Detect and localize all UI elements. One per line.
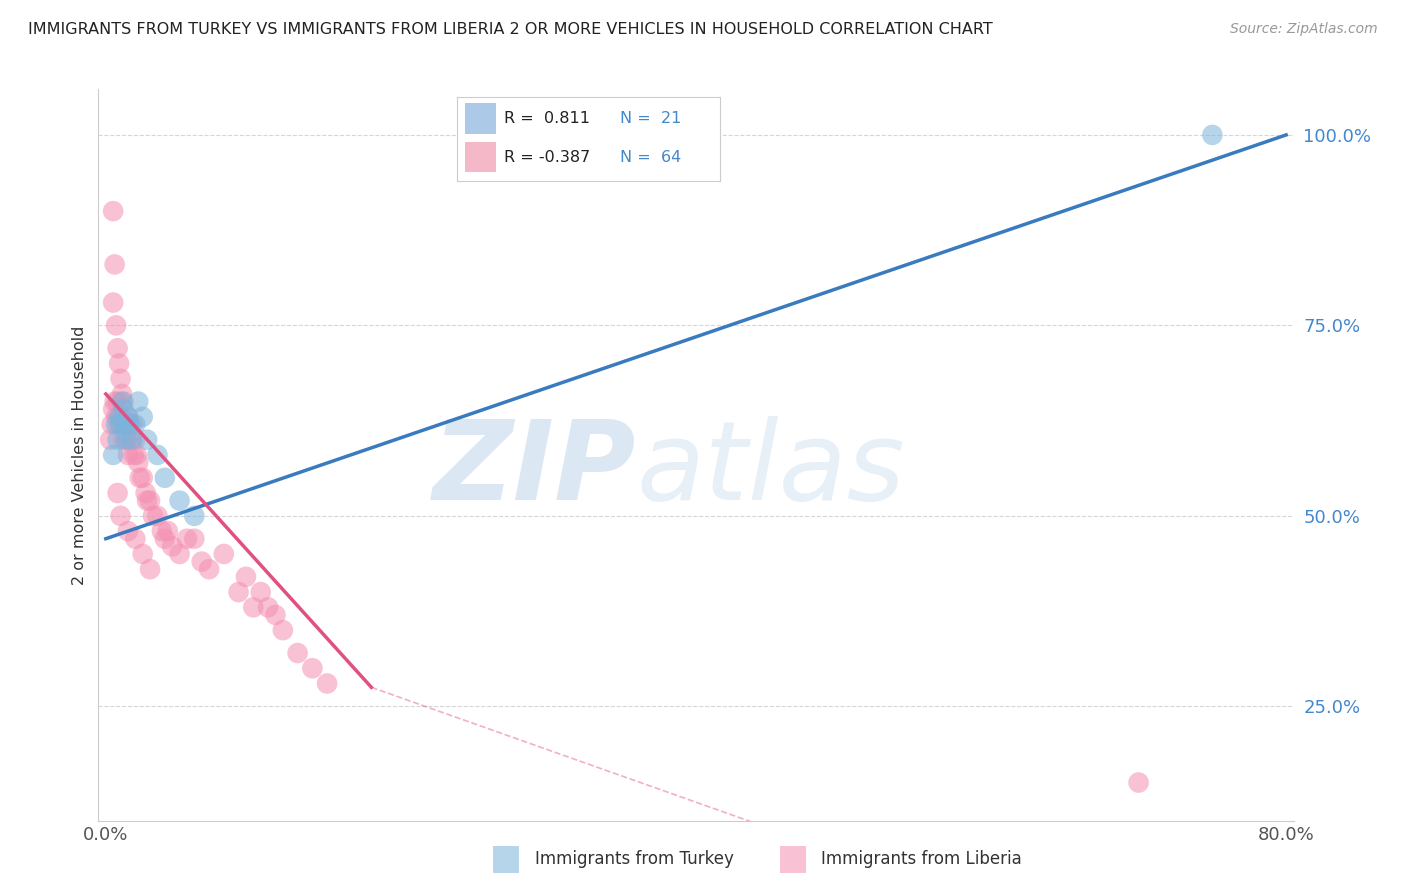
Point	[112, 402, 135, 417]
Point	[131, 547, 153, 561]
Point	[120, 433, 142, 447]
Point	[127, 456, 149, 470]
Point	[112, 433, 135, 447]
Text: Source: ZipAtlas.com: Source: ZipAtlas.com	[1230, 22, 1378, 37]
Point	[117, 409, 139, 424]
Point	[169, 547, 191, 561]
Point	[98, 433, 121, 447]
Point	[111, 394, 134, 409]
Point	[212, 547, 235, 561]
Point	[139, 562, 162, 576]
Point	[101, 402, 124, 417]
Point	[104, 394, 127, 409]
Y-axis label: 2 or more Vehicles in Household: 2 or more Vehicles in Household	[72, 326, 87, 584]
Point	[107, 394, 129, 409]
Point	[128, 471, 150, 485]
Point	[160, 539, 183, 553]
Point	[115, 433, 138, 447]
Point	[124, 417, 146, 432]
Point	[101, 204, 124, 219]
Point	[121, 433, 143, 447]
Point	[176, 532, 198, 546]
Bar	[494, 846, 519, 873]
Point	[115, 433, 138, 447]
Point	[183, 508, 205, 523]
Point	[107, 486, 129, 500]
Point	[316, 676, 339, 690]
Point	[153, 471, 176, 485]
Point	[135, 486, 157, 500]
Point	[235, 570, 257, 584]
Point	[100, 417, 122, 432]
Point	[110, 508, 132, 523]
Point	[153, 532, 176, 546]
Point	[139, 493, 162, 508]
Point	[111, 387, 134, 401]
Point	[124, 532, 146, 546]
Point	[257, 600, 280, 615]
Point	[112, 394, 135, 409]
Point	[122, 448, 145, 462]
Point	[110, 372, 132, 386]
Point	[117, 524, 139, 538]
Point	[107, 341, 129, 355]
Point	[121, 417, 143, 432]
Point	[264, 607, 287, 622]
Point	[110, 409, 132, 424]
Point	[105, 318, 128, 333]
Point	[1201, 128, 1223, 142]
Text: IMMIGRANTS FROM TURKEY VS IMMIGRANTS FROM LIBERIA 2 OR MORE VEHICLES IN HOUSEHOL: IMMIGRANTS FROM TURKEY VS IMMIGRANTS FRO…	[28, 22, 993, 37]
Point	[249, 585, 271, 599]
Text: ZIP: ZIP	[433, 416, 636, 523]
Text: atlas: atlas	[636, 416, 905, 523]
Point	[111, 417, 134, 432]
Point	[228, 585, 250, 599]
Point	[301, 661, 323, 675]
Point	[136, 493, 159, 508]
Point	[125, 448, 148, 462]
Point	[1128, 775, 1150, 789]
Point	[146, 508, 169, 523]
Point	[110, 417, 132, 432]
Point	[131, 471, 153, 485]
Point	[117, 409, 139, 424]
Point	[105, 417, 128, 432]
Point	[198, 562, 221, 576]
Point	[271, 623, 294, 637]
Bar	[779, 846, 806, 873]
Point	[118, 417, 141, 432]
Point	[124, 433, 146, 447]
Point	[142, 508, 165, 523]
Text: Immigrants from Liberia: Immigrants from Liberia	[821, 850, 1022, 869]
Point	[108, 409, 131, 424]
Point	[190, 555, 212, 569]
Point	[114, 417, 136, 432]
Point	[101, 448, 124, 462]
Point	[146, 448, 169, 462]
Point	[114, 417, 136, 432]
Point	[183, 532, 205, 546]
Point	[287, 646, 309, 660]
Point	[104, 257, 127, 271]
Point	[107, 433, 129, 447]
Point	[127, 394, 149, 409]
Point	[101, 295, 124, 310]
Point	[118, 417, 141, 432]
Point	[169, 493, 191, 508]
Point	[156, 524, 179, 538]
Point	[117, 448, 139, 462]
Point	[131, 409, 153, 424]
Point	[108, 417, 131, 432]
Point	[105, 409, 128, 424]
Point	[150, 524, 173, 538]
Point	[136, 433, 159, 447]
Point	[242, 600, 264, 615]
Point	[108, 356, 131, 371]
Text: Immigrants from Turkey: Immigrants from Turkey	[534, 850, 734, 869]
